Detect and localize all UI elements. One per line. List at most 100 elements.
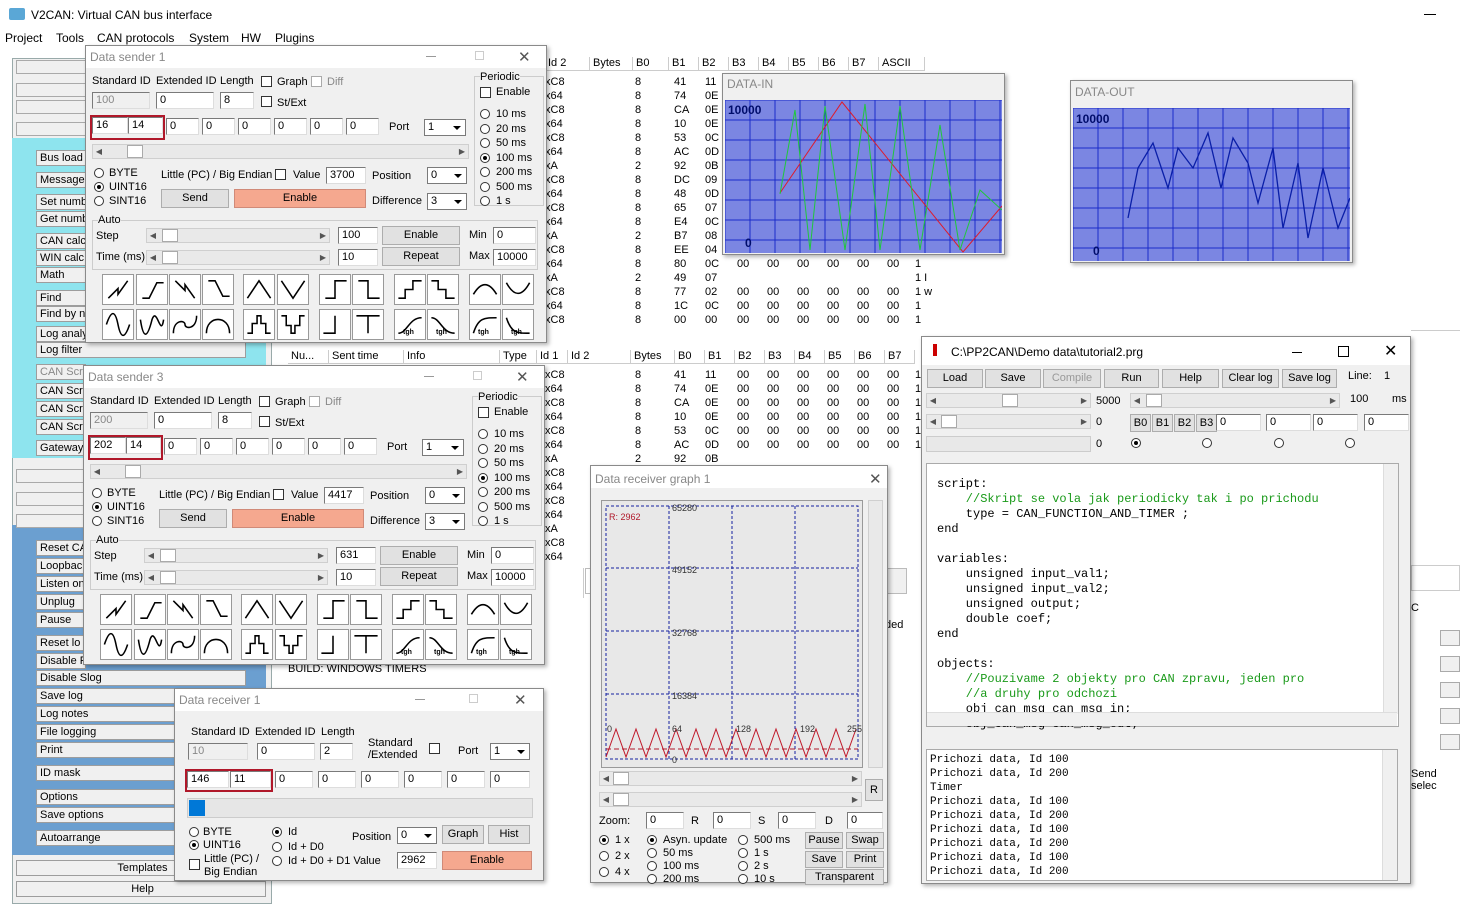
- table2-header[interactable]: B7: [885, 350, 915, 364]
- b1-button[interactable]: B1: [1152, 414, 1173, 432]
- id-d0-d1-radio[interactable]: [272, 856, 282, 866]
- script-run-button[interactable]: Run: [1104, 369, 1159, 388]
- script-slider-2[interactable]: ◀ ▶: [1130, 393, 1340, 408]
- table-row[interactable]: xA 2 B7 08: [545, 230, 925, 244]
- time-input[interactable]: 10: [338, 249, 378, 266]
- math-button[interactable]: Math: [36, 267, 86, 283]
- byte4-input[interactable]: 0: [238, 118, 271, 135]
- side-button-2[interactable]: [1440, 656, 1460, 672]
- uint16-radio[interactable]: [94, 182, 104, 192]
- autoarrange-button[interactable]: Autoarrange: [36, 830, 176, 846]
- table-row[interactable]: xC8 8 41 11: [545, 76, 925, 90]
- period-radio[interactable]: [478, 501, 488, 512]
- script-radio-4[interactable]: [1345, 438, 1355, 448]
- b0-value[interactable]: 0: [1216, 414, 1261, 431]
- waveform-icon[interactable]: [241, 629, 273, 660]
- close-icon[interactable]: ✕: [869, 471, 882, 488]
- waveform-icon[interactable]: [136, 274, 168, 305]
- table2-header[interactable]: Id 2: [568, 350, 631, 364]
- std-id-input[interactable]: 100: [92, 92, 150, 109]
- maximize-icon[interactable]: [475, 51, 484, 60]
- time-slider[interactable]: ◀ ▶: [146, 250, 330, 265]
- left-mid-button-1[interactable]: [16, 469, 86, 483]
- table1-header[interactable]: Bytes: [590, 57, 633, 71]
- rate-10s-radio[interactable]: [738, 874, 748, 884]
- find-button[interactable]: Find: [36, 290, 86, 306]
- can-script-button-3[interactable]: CAN Scri: [36, 401, 86, 417]
- port-select[interactable]: 1: [422, 439, 464, 456]
- find-by-button[interactable]: Find by n: [36, 306, 86, 322]
- waveform-icon[interactable]: [200, 629, 232, 660]
- stext-checkbox[interactable]: [261, 96, 272, 107]
- print-button[interactable]: Print: [36, 742, 176, 758]
- byte1-input[interactable]: 14: [128, 117, 163, 134]
- table2-header[interactable]: B0: [675, 350, 705, 364]
- table-row[interactable]: x64 8 1C 0C 00 00 00 00 00 00 1: [545, 300, 925, 314]
- table1-header[interactable]: B3: [729, 57, 759, 71]
- left-top-button-2[interactable]: [16, 83, 86, 97]
- script-clear-log-button[interactable]: Clear log: [1222, 369, 1279, 388]
- log-side-button[interactable]: [885, 568, 907, 594]
- table2-header[interactable]: Sent time: [329, 350, 404, 364]
- zoom-input[interactable]: 0: [646, 812, 684, 829]
- table1-header[interactable]: B6: [819, 57, 849, 71]
- table2-header[interactable]: Type: [500, 350, 537, 364]
- diff-checkbox[interactable]: [311, 76, 322, 87]
- time-slider[interactable]: ◀ ▶: [144, 570, 328, 585]
- auto-enable-button[interactable]: Enable: [380, 546, 458, 565]
- table-row[interactable]: xC8: [285, 537, 925, 551]
- minimize-icon[interactable]: [415, 699, 425, 700]
- script-compile-button[interactable]: Compile: [1043, 369, 1101, 388]
- table-row[interactable]: x64 8 74 0E 00 00 00 00 00 00 1: [285, 383, 925, 397]
- rate-2s-radio[interactable]: [738, 861, 748, 871]
- waveform-icon[interactable]: [427, 274, 459, 305]
- byte2-input[interactable]: 0: [164, 438, 197, 455]
- waveform-icon[interactable]: [100, 594, 132, 625]
- maximize-icon[interactable]: [1338, 346, 1349, 357]
- table-row[interactable]: xC8: [285, 467, 925, 481]
- waveform-icon[interactable]: [319, 274, 351, 305]
- time-input[interactable]: 10: [336, 569, 376, 586]
- waveform-icon[interactable]: [392, 594, 424, 625]
- ext-id-input[interactable]: 0: [154, 412, 212, 429]
- waveform-icon[interactable]: [243, 309, 275, 340]
- value-input[interactable]: 3700: [326, 167, 366, 184]
- table1-header[interactable]: ASCII: [879, 57, 925, 71]
- table-row[interactable]: xA: [285, 523, 925, 537]
- message-button[interactable]: Message: [36, 172, 86, 188]
- table2-header[interactable]: B1: [705, 350, 735, 364]
- byte7-input[interactable]: 0: [490, 771, 530, 788]
- s-input[interactable]: 0: [778, 812, 816, 829]
- table-row[interactable]: x64: [285, 551, 925, 565]
- position-select[interactable]: 0: [425, 487, 465, 504]
- left-top-button-4[interactable]: [16, 122, 86, 136]
- reset-log-button[interactable]: Reset lo: [36, 635, 86, 651]
- send-button[interactable]: Send: [161, 189, 229, 208]
- zoom-1x-radio[interactable]: [599, 835, 609, 845]
- byte6-input[interactable]: 0: [310, 118, 343, 135]
- period-radio[interactable]: [480, 152, 490, 163]
- side-button-3[interactable]: [1440, 682, 1460, 698]
- table-row[interactable]: x64 8 48 0D: [545, 188, 925, 202]
- table-row[interactable]: xC8 8 CA 0E: [545, 104, 925, 118]
- left-top-button-1[interactable]: [16, 60, 86, 74]
- minimize-icon[interactable]: [426, 56, 436, 57]
- script-editor[interactable]: script: //Skript se vola jak periodicky …: [926, 463, 1399, 731]
- waveform-icon[interactable]: [134, 594, 166, 625]
- gateway-button[interactable]: Gateway: [36, 440, 86, 456]
- waveform-icon[interactable]: tgh: [469, 309, 501, 340]
- waveform-icon[interactable]: tgh: [394, 309, 426, 340]
- waveform-icon[interactable]: [425, 594, 457, 625]
- script-radio-3[interactable]: [1274, 438, 1284, 448]
- table2-header[interactable]: Id 1: [537, 350, 568, 364]
- close-icon[interactable]: ✕: [516, 369, 529, 386]
- d-input[interactable]: 0: [847, 812, 883, 829]
- disable-slog-button[interactable]: Disable Slog: [36, 670, 246, 686]
- waveform-icon[interactable]: [352, 274, 384, 305]
- table-row[interactable]: x64 8 80 0C 00 00 00 00 00 00 1: [545, 258, 925, 272]
- b2-value[interactable]: 0: [1313, 414, 1358, 431]
- max-input[interactable]: 10000: [491, 569, 534, 586]
- hist-button[interactable]: Hist: [488, 825, 530, 844]
- minimize-icon[interactable]: [424, 376, 434, 377]
- step-input[interactable]: 100: [338, 227, 378, 244]
